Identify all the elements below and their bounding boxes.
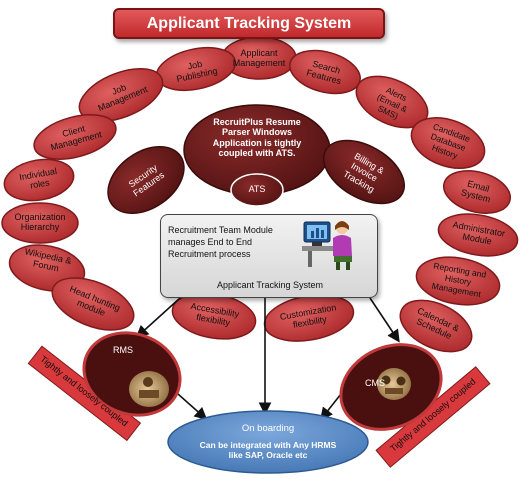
organization-hierarchy-node: [1, 202, 79, 244]
alerts-node: [355, 75, 429, 129]
computer-user-icon: [302, 221, 352, 270]
page-title: Applicant Tracking System: [146, 15, 352, 32]
administrator-module-node: [437, 213, 519, 257]
core-nodes: [107, 104, 406, 215]
head-hunting-module-node: [51, 277, 135, 331]
billing-node: [322, 139, 406, 205]
job-management-node: [78, 68, 164, 122]
ats-node: [230, 173, 284, 207]
arrow-to-cms: [369, 297, 400, 343]
calendar-schedule-node: [399, 299, 473, 353]
arrow-to-rms: [135, 297, 181, 339]
client-management-node: [33, 114, 117, 160]
rms-group: [27, 331, 182, 442]
search-features-node: [289, 49, 361, 95]
email-system-node: [443, 170, 511, 214]
feature-ellipses: [1, 36, 519, 353]
cms-person-icon-2: [396, 376, 406, 386]
security-features-node: [107, 145, 185, 215]
cms-group: [339, 343, 491, 468]
individual-roles-node: [3, 158, 75, 202]
reporting-history-management-node: [415, 256, 501, 306]
onboarding-node: [167, 410, 369, 474]
rms-photo: [129, 371, 169, 407]
title-banner: [113, 8, 385, 39]
cms-photo: [377, 368, 411, 400]
rms-desk-icon: [139, 390, 159, 398]
candidate-database-history-node: [410, 117, 486, 169]
rms-person-icon: [143, 377, 153, 387]
cms-handshake-icon: [385, 388, 403, 394]
cms-person-icon-1: [381, 375, 391, 385]
